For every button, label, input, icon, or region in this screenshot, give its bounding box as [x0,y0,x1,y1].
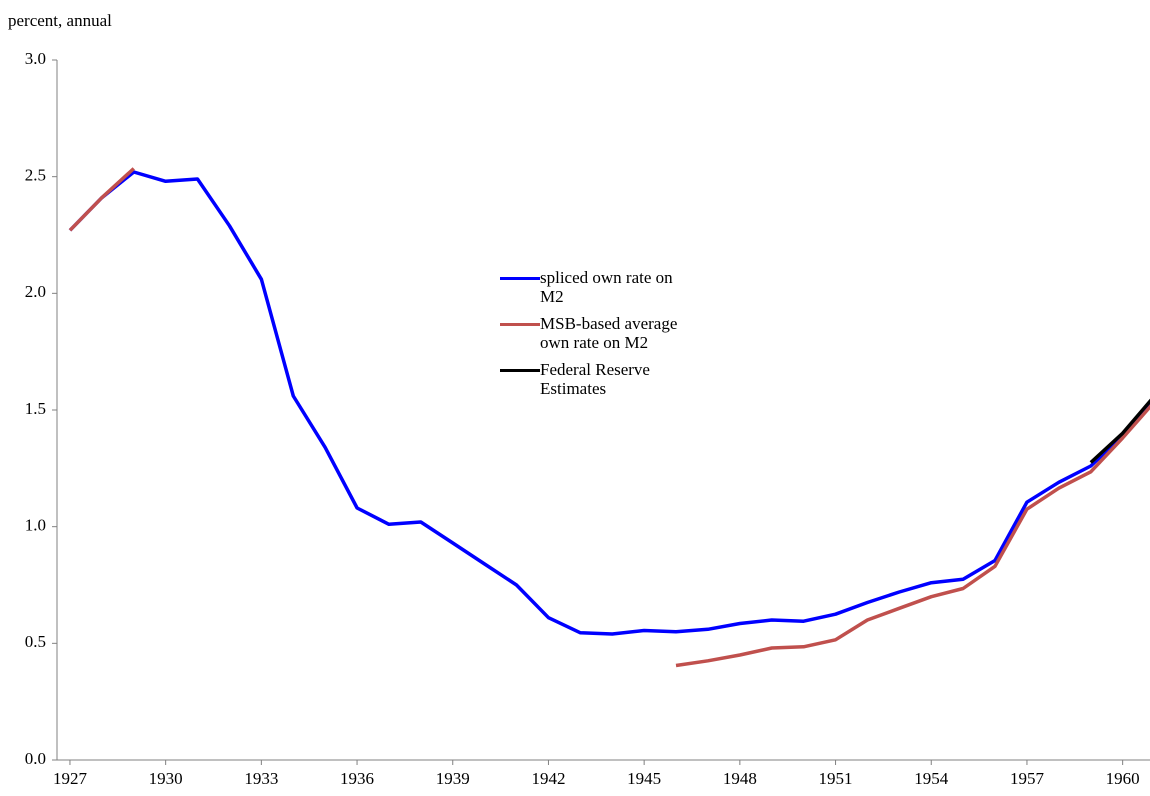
legend-swatch [500,369,540,372]
y-tick-label: 2.0 [25,282,46,301]
y-tick-label: 1.5 [25,399,46,418]
legend-label: MSB-based average own rate on M2 [540,314,678,352]
x-tick-label: 1957 [1010,769,1045,788]
legend-label: Federal Reserve Estimates [540,360,650,398]
legend-entry: spliced own rate on M2 [500,268,760,306]
x-tick-label: 1945 [627,769,661,788]
legend-swatch [500,323,540,326]
x-tick-label: 1936 [340,769,374,788]
y-tick-label: 0.0 [25,749,46,768]
x-tick-label: 1939 [436,769,470,788]
legend-label: spliced own rate on M2 [540,268,673,306]
x-tick-label: 1933 [244,769,278,788]
x-tick-label: 1948 [723,769,757,788]
x-tick-label: 1951 [819,769,853,788]
x-tick-label: 1960 [1106,769,1140,788]
legend-entry: MSB-based average own rate on M2 [500,314,760,352]
x-tick-label: 1927 [53,769,88,788]
series-line [68,170,1150,636]
series-line [68,167,1150,668]
y-tick-label: 3.0 [25,49,46,68]
legend-entry: Federal Reserve Estimates [500,360,760,398]
x-tick-label: 1954 [914,769,949,788]
x-tick-label: 1930 [149,769,183,788]
legend: spliced own rate on M2 MSB-based average … [500,268,760,406]
y-axis-label: percent, annual [8,11,112,30]
legend-swatch [500,277,540,280]
series-line [1089,398,1150,464]
y-tick-label: 0.5 [25,632,46,651]
y-tick-label: 2.5 [25,166,46,185]
x-tick-label: 1942 [531,769,565,788]
y-tick-label: 1.0 [25,516,46,535]
